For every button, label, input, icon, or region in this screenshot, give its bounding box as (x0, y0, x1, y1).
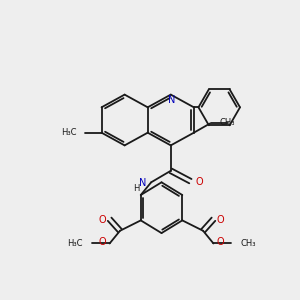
Text: H₃C: H₃C (61, 128, 76, 137)
Text: O: O (98, 237, 106, 247)
Text: O: O (217, 237, 224, 247)
Text: O: O (98, 215, 106, 225)
Text: H₃C: H₃C (68, 239, 83, 248)
Text: H: H (133, 184, 139, 193)
Text: O: O (195, 177, 202, 187)
Text: N: N (139, 178, 146, 188)
Text: N: N (168, 95, 175, 105)
Text: CH₃: CH₃ (219, 118, 235, 127)
Text: CH₃: CH₃ (240, 239, 256, 248)
Text: O: O (217, 215, 224, 225)
